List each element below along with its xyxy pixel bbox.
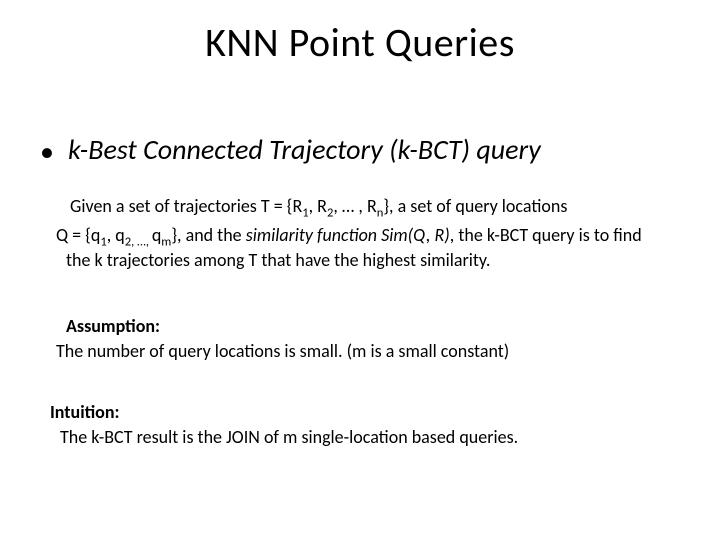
assumption-body: The number of query locations is small. … (56, 339, 680, 363)
definition-line-3: the k trajectories among T that have the… (66, 248, 680, 272)
italic-text: similarity function Sim(Q, R) (246, 224, 450, 246)
definition-line-2: Q = {q1, q2, …, qm}, and the similarity … (56, 223, 680, 247)
bullet-item: • k-Best Connected Trajectory (k-BCT) qu… (40, 132, 680, 167)
assumption-label: Assumption: (66, 314, 680, 338)
intuition-label: Intuition: (50, 400, 680, 424)
bullet-text: k-Best Connected Trajectory (k-BCT) quer… (68, 132, 541, 167)
bullet-marker: • (40, 138, 54, 166)
text: , q (107, 224, 125, 246)
text: q (152, 224, 161, 246)
text: }, and the (171, 224, 245, 246)
text: Q = {q (56, 224, 100, 246)
text: , R (309, 195, 327, 217)
slide-title: KNN Point Queries (0, 18, 720, 67)
text: , … , R (333, 195, 376, 217)
intuition-body: The k-BCT result is the JOIN of m single… (60, 425, 680, 449)
slide: KNN Point Queries • k-Best Connected Tra… (0, 0, 720, 540)
definition-line-1: Given a set of trajectories T = {R1, R2,… (70, 194, 680, 218)
text: Given a set of trajectories T = {R (70, 195, 302, 217)
text: , the k-BCT query is to find (450, 224, 642, 246)
text: }, a set of query locations (383, 195, 567, 217)
